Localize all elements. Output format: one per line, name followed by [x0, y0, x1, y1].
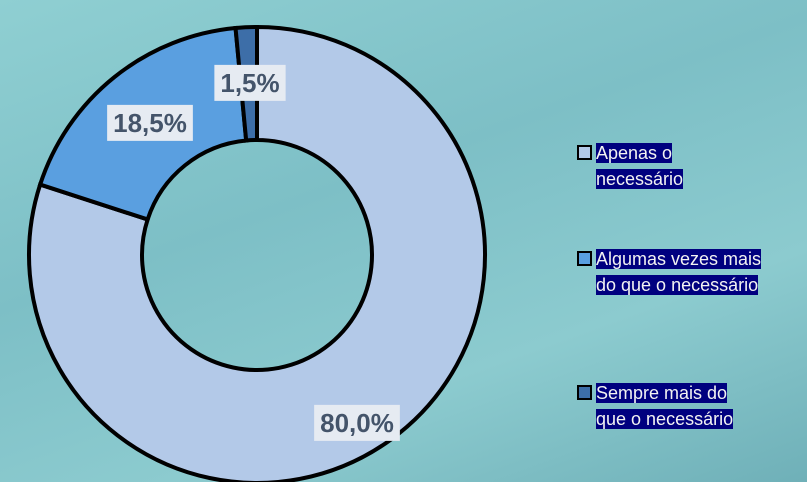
legend-text-box: Sempre mais do que o necessário — [596, 380, 741, 432]
slice — [27, 24, 487, 482]
legend-entry: Apenas o necessário — [577, 140, 741, 192]
legend-text-box: Algumas vezes mais do que o necessário — [596, 246, 771, 298]
data-label: 80,0% — [320, 408, 394, 438]
data-label-bg — [107, 104, 193, 141]
data-label: 18,5% — [113, 108, 187, 138]
legend-text-box: Apenas o necessário — [596, 140, 741, 192]
legend-swatch — [577, 385, 592, 400]
legend-label: Apenas o necessário — [596, 143, 684, 189]
legend-swatch — [577, 145, 592, 160]
legend-label: Sempre mais do que o necessário — [596, 383, 734, 429]
data-label-bg — [214, 64, 286, 101]
legend-entry: Algumas vezes mais do que o necessário — [577, 246, 771, 298]
legend-label: Algumas vezes mais do que o necessário — [596, 249, 762, 295]
data-label-bg — [314, 404, 400, 441]
legend-entry: Sempre mais do que o necessário — [577, 380, 741, 432]
legend-swatch — [577, 251, 592, 266]
data-label: 1,5% — [220, 68, 279, 98]
